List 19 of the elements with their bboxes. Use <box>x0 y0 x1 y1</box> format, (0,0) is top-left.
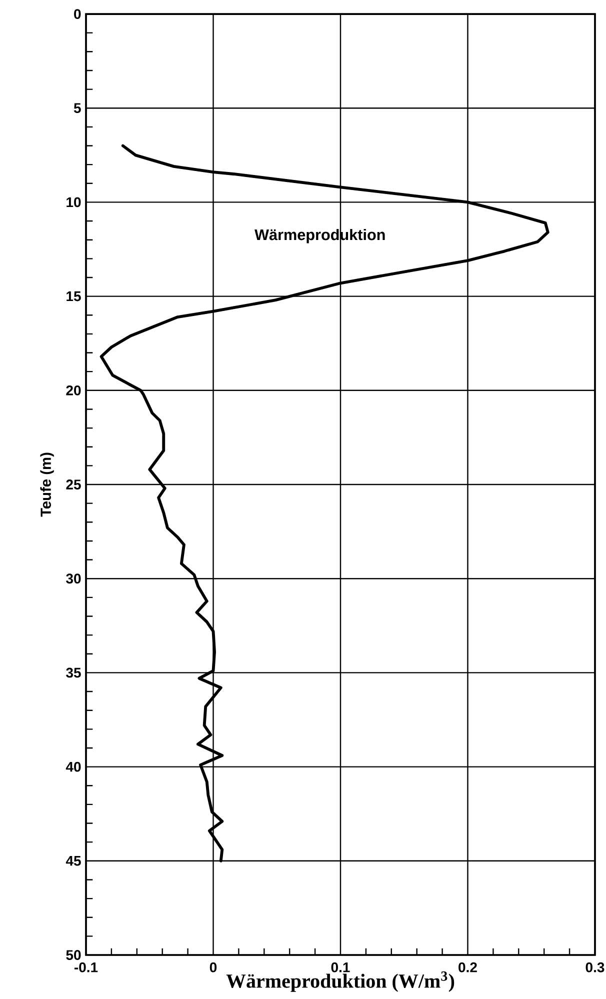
y-tick-label: 30 <box>66 574 81 584</box>
x-tick-label: 0.2 <box>458 962 477 972</box>
y-tick-label: 10 <box>66 197 81 208</box>
x-tick-label: -0.1 <box>74 962 98 972</box>
x-tick-label: 0 <box>210 962 217 972</box>
y-tick-label: 45 <box>66 856 81 866</box>
x-axis-title: Wärmeproduktion (W/m$^{3}$) <box>226 971 454 992</box>
line-series <box>100 144 550 862</box>
y-axis-title: Teufe (m) <box>40 452 54 517</box>
y-tick-label: 25 <box>66 480 81 490</box>
y-tick-label: 5 <box>74 103 81 114</box>
y-tick-label: 50 <box>66 950 81 960</box>
y-tick-label: 0 <box>74 9 81 19</box>
x-tick-label: 0.3 <box>586 962 604 972</box>
y-tick-label: 20 <box>66 385 81 396</box>
y-tick-label: 15 <box>66 291 81 302</box>
y-tick-label: 40 <box>66 762 81 772</box>
y-tick-label: 35 <box>66 668 81 678</box>
x-tick-label: 0.1 <box>331 962 350 972</box>
